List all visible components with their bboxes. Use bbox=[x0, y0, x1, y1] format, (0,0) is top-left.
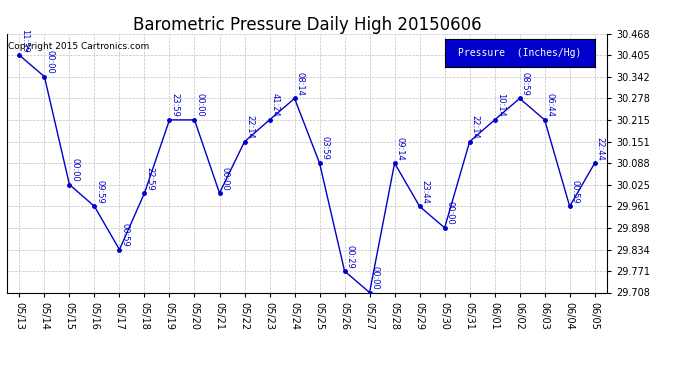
Text: 06:44: 06:44 bbox=[546, 93, 555, 117]
Text: 00:00: 00:00 bbox=[70, 158, 79, 182]
Text: 00:00: 00:00 bbox=[446, 201, 455, 225]
Text: 00:00: 00:00 bbox=[221, 166, 230, 190]
Text: 00:00: 00:00 bbox=[195, 93, 204, 117]
Text: 23:44: 23:44 bbox=[421, 180, 430, 204]
Text: Copyright 2015 Cartronics.com: Copyright 2015 Cartronics.com bbox=[8, 42, 149, 51]
Text: 09:59: 09:59 bbox=[95, 180, 104, 204]
Text: 00:29: 00:29 bbox=[346, 244, 355, 268]
Text: 00:00: 00:00 bbox=[371, 266, 380, 290]
Title: Barometric Pressure Daily High 20150606: Barometric Pressure Daily High 20150606 bbox=[132, 16, 482, 34]
Text: 10:14: 10:14 bbox=[495, 93, 504, 117]
Text: 08:14: 08:14 bbox=[295, 72, 304, 96]
Text: 09:14: 09:14 bbox=[395, 136, 404, 160]
Text: 03:59: 03:59 bbox=[321, 136, 330, 160]
Text: 41:24: 41:24 bbox=[270, 93, 279, 117]
Text: 22:44: 22:44 bbox=[595, 136, 604, 160]
Text: 23:59: 23:59 bbox=[170, 93, 179, 117]
Text: 22:14: 22:14 bbox=[246, 115, 255, 139]
Text: 00:59: 00:59 bbox=[571, 180, 580, 204]
Text: 00:00: 00:00 bbox=[46, 50, 55, 74]
Text: 22:14: 22:14 bbox=[471, 115, 480, 139]
Text: 08:59: 08:59 bbox=[521, 72, 530, 96]
Text: 00:59: 00:59 bbox=[121, 223, 130, 247]
Text: 22:59: 22:59 bbox=[146, 166, 155, 190]
Text: 11:59: 11:59 bbox=[21, 28, 30, 53]
